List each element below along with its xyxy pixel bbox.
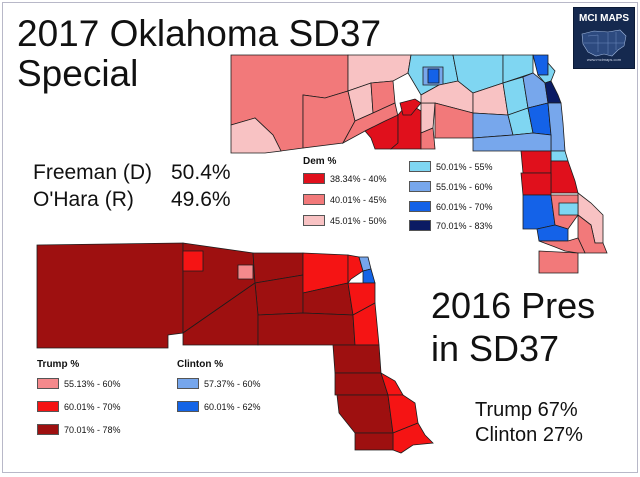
legend-label: 60.01% - 70% [436, 201, 493, 212]
dem-legend-title: Dem % [303, 156, 337, 167]
pres-result-value: 27% [542, 424, 583, 446]
precinct [230, 117, 282, 154]
clinton-legend-title: Clinton % [177, 359, 224, 370]
precinct [538, 250, 579, 274]
precinct [332, 344, 382, 374]
precinct [387, 394, 419, 434]
precinct [558, 202, 579, 216]
pres-title-line-1: 2016 Pres [431, 285, 596, 326]
legend-swatch [409, 201, 431, 212]
pres-result-trump: Trump 67% [475, 398, 578, 422]
dem-legend: Dem % 38.34% - 40% 40.01% - 45% 45.01% -… [303, 156, 513, 236]
precinct [472, 132, 552, 152]
legend-label: 55.01% - 60% [436, 181, 493, 192]
presidential-map [36, 242, 434, 454]
precinct [536, 224, 569, 242]
precinct [427, 68, 440, 84]
legend-item: 40.01% - 45% [303, 194, 387, 205]
pres-result-clinton: Clinton 27% [475, 423, 583, 447]
legend-item: 57.37% - 60% [177, 378, 261, 389]
precinct [257, 312, 356, 346]
precinct [420, 127, 436, 150]
logo-url: www.mcimaps.com [586, 57, 622, 62]
legend-item: 45.01% - 50% [303, 215, 387, 226]
legend-item: 60.01% - 62% [177, 401, 261, 412]
map-title-line-2: Special [17, 53, 139, 94]
legend-label: 60.01% - 70% [64, 401, 121, 412]
precinct [237, 264, 254, 280]
candidate-pct-ohara: 49.6% [171, 188, 231, 211]
pres-precincts [36, 242, 434, 454]
legend-swatch [37, 378, 59, 389]
us-map-icon [581, 29, 627, 57]
legend-label: 38.34% - 40% [330, 173, 387, 184]
legend-swatch [177, 401, 199, 412]
precinct [334, 372, 389, 396]
precinct [538, 237, 586, 254]
legend-label: 40.01% - 45% [330, 194, 387, 205]
logo-text: MCI MAPS [579, 13, 629, 24]
candidate-name-freeman: Freeman (D) [33, 161, 153, 184]
legend-swatch [177, 378, 199, 389]
legend-item: 60.01% - 70% [409, 201, 493, 212]
pres-result-value: 67% [537, 399, 578, 421]
legend-item: 60.01% - 70% [37, 401, 121, 412]
legend-item: 38.34% - 40% [303, 173, 387, 184]
precinct [392, 422, 434, 454]
legend-swatch [303, 173, 325, 184]
legend-swatch [303, 215, 325, 226]
legend-label: 57.37% - 60% [204, 378, 261, 389]
trump-legend-title: Trump % [37, 359, 80, 370]
special-election-map [230, 54, 608, 274]
precinct [182, 250, 204, 272]
pres-title-line-2: in SD37 [431, 328, 560, 369]
precinct [362, 268, 376, 284]
map-title-line-1: 2017 Oklahoma SD37 [17, 13, 382, 54]
legend-label: 45.01% - 50% [330, 215, 387, 226]
legend-label: 70.01% - 83% [436, 220, 493, 231]
legend-label: 55.13% - 60% [64, 378, 121, 389]
legend-item: 50.01% - 55% [409, 161, 493, 172]
candidate-name-ohara: O'Hara (R) [33, 188, 134, 211]
legend-item: 70.01% - 78% [37, 424, 121, 435]
precinct [347, 282, 376, 316]
precinct [544, 80, 562, 104]
pres-result-label: Clinton [475, 424, 538, 446]
precinct [36, 242, 184, 349]
pres-legend: Trump % 55.13% - 60% 60.01% - 70% 70.01%… [37, 359, 287, 449]
legend-item: 55.01% - 60% [409, 181, 493, 192]
special-precincts [230, 54, 608, 274]
legend-label: 50.01% - 55% [436, 161, 493, 172]
precinct [347, 254, 364, 285]
legend-label: 60.01% - 62% [204, 401, 261, 412]
legend-swatch [409, 220, 431, 231]
legend-item: 55.13% - 60% [37, 378, 121, 389]
precinct [336, 394, 394, 434]
precinct [354, 432, 394, 451]
legend-label: 70.01% - 78% [64, 424, 121, 435]
legend-swatch [37, 401, 59, 412]
legend-swatch [409, 161, 431, 172]
legend-swatch [409, 181, 431, 192]
legend-item: 70.01% - 83% [409, 220, 493, 231]
precinct [399, 98, 422, 116]
mci-maps-logo: MCI MAPS www.mcimaps.com [573, 7, 635, 69]
candidate-pct-freeman: 50.4% [171, 161, 231, 184]
pres-result-label: Trump [475, 399, 533, 421]
legend-swatch [303, 194, 325, 205]
legend-swatch [37, 424, 59, 435]
